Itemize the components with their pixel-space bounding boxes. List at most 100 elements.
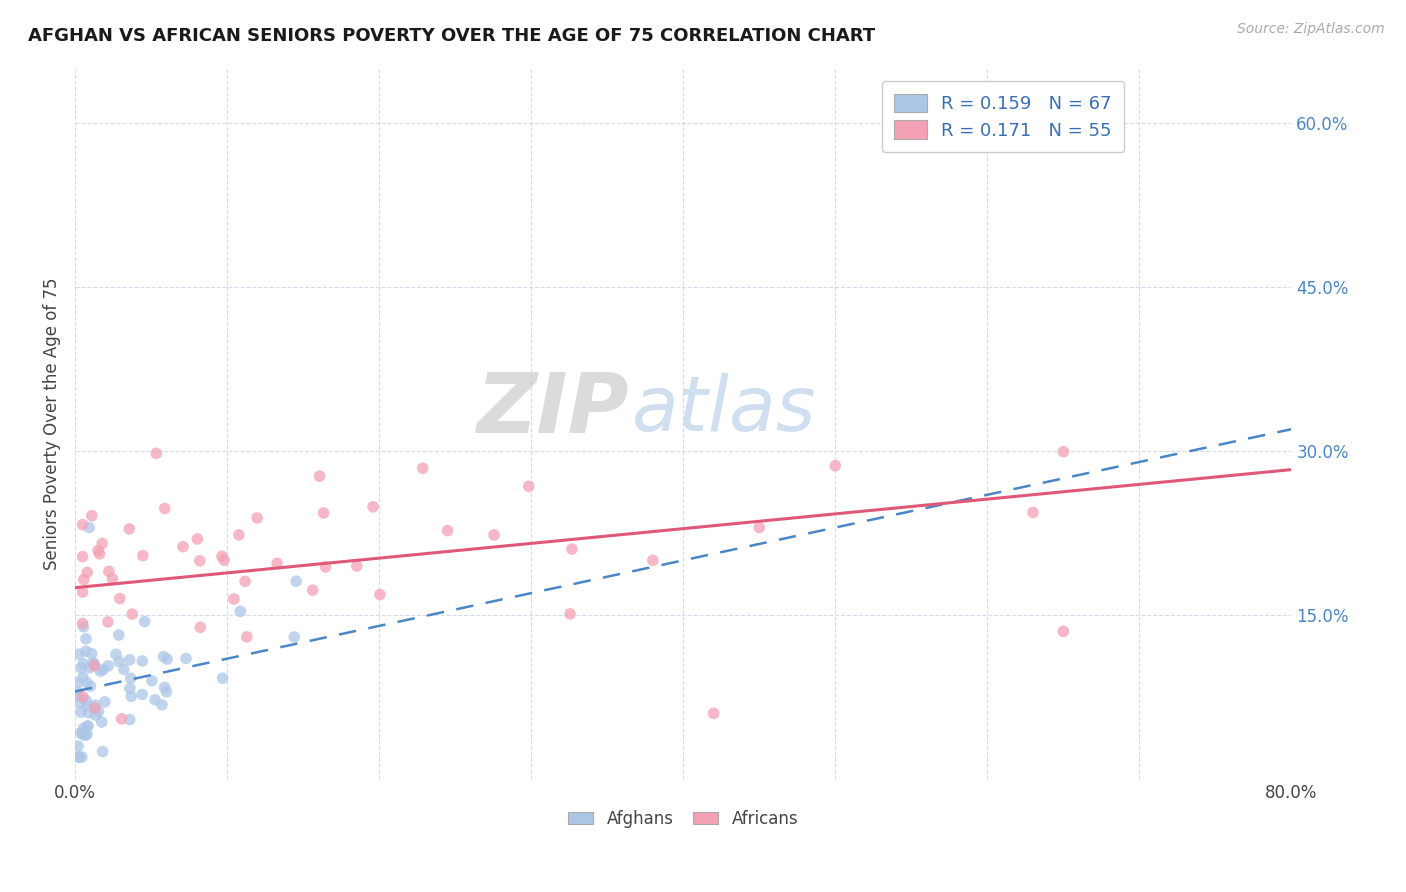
Y-axis label: Seniors Poverty Over the Age of 75: Seniors Poverty Over the Age of 75	[44, 277, 60, 570]
Point	[97, 658, 120, 673]
Point	[152, 649, 174, 664]
Point	[1022, 505, 1045, 519]
Point	[89, 547, 111, 561]
Point	[76, 698, 98, 713]
Point	[155, 685, 177, 699]
Point	[211, 549, 233, 564]
Point	[69, 725, 91, 739]
Point	[67, 675, 90, 690]
Point	[75, 693, 97, 707]
Text: Source: ZipAtlas.com: Source: ZipAtlas.com	[1237, 22, 1385, 37]
Point	[283, 630, 305, 644]
Point	[517, 479, 540, 493]
Point	[70, 705, 93, 719]
Point	[143, 692, 166, 706]
Point	[222, 591, 245, 606]
Point	[412, 461, 434, 475]
Point	[112, 662, 135, 676]
Point	[72, 690, 94, 704]
Point	[91, 536, 114, 550]
Point	[93, 695, 115, 709]
Point	[156, 652, 179, 666]
Point	[368, 588, 391, 602]
Point	[91, 663, 114, 677]
Point	[77, 706, 100, 720]
Point	[67, 685, 90, 699]
Point	[132, 549, 155, 563]
Point	[141, 673, 163, 688]
Point	[301, 583, 323, 598]
Point	[748, 520, 770, 534]
Point	[131, 654, 153, 668]
Point	[145, 446, 167, 460]
Point	[67, 750, 90, 764]
Point	[118, 713, 141, 727]
Point	[72, 620, 94, 634]
Point	[312, 506, 335, 520]
Point	[246, 511, 269, 525]
Point	[104, 648, 127, 662]
Point	[174, 651, 197, 665]
Point	[67, 647, 90, 661]
Point	[118, 522, 141, 536]
Point	[118, 681, 141, 696]
Point	[67, 688, 90, 702]
Point	[153, 681, 176, 695]
Point	[1052, 624, 1074, 639]
Point	[76, 719, 98, 733]
Point	[101, 572, 124, 586]
Point	[83, 658, 105, 673]
Point	[315, 560, 337, 574]
Point	[79, 679, 101, 693]
Point	[346, 558, 368, 573]
Point	[72, 721, 94, 735]
Point	[72, 670, 94, 684]
Point	[134, 615, 156, 629]
Point	[97, 564, 120, 578]
Point	[80, 508, 103, 523]
Point	[97, 615, 120, 629]
Point	[77, 520, 100, 534]
Point	[285, 574, 308, 589]
Text: ZIP: ZIP	[475, 369, 628, 450]
Point	[83, 701, 105, 715]
Point	[212, 553, 235, 567]
Point	[1052, 444, 1074, 458]
Point	[703, 706, 725, 721]
Point	[186, 532, 208, 546]
Point	[80, 647, 103, 661]
Point	[75, 632, 97, 646]
Point	[89, 664, 111, 678]
Point	[84, 708, 107, 723]
Point	[73, 573, 96, 587]
Point	[69, 696, 91, 710]
Point	[361, 500, 384, 514]
Point	[824, 458, 846, 473]
Point	[75, 644, 97, 658]
Point	[172, 540, 194, 554]
Point	[91, 745, 114, 759]
Point	[150, 698, 173, 712]
Point	[72, 549, 94, 564]
Point	[72, 585, 94, 599]
Point	[108, 655, 131, 669]
Point	[83, 657, 105, 672]
Point	[131, 687, 153, 701]
Point	[70, 661, 93, 675]
Point	[229, 604, 252, 618]
Point	[120, 671, 142, 685]
Point	[72, 517, 94, 532]
Point	[108, 591, 131, 606]
Point	[79, 661, 101, 675]
Text: atlas: atlas	[633, 373, 817, 447]
Point	[72, 657, 94, 671]
Point	[558, 607, 581, 621]
Point	[228, 528, 250, 542]
Point	[72, 728, 94, 742]
Point	[266, 557, 288, 571]
Point	[76, 566, 98, 580]
Point	[76, 727, 98, 741]
Text: AFGHAN VS AFRICAN SENIORS POVERTY OVER THE AGE OF 75 CORRELATION CHART: AFGHAN VS AFRICAN SENIORS POVERTY OVER T…	[28, 27, 876, 45]
Point	[76, 675, 98, 690]
Point	[482, 528, 505, 542]
